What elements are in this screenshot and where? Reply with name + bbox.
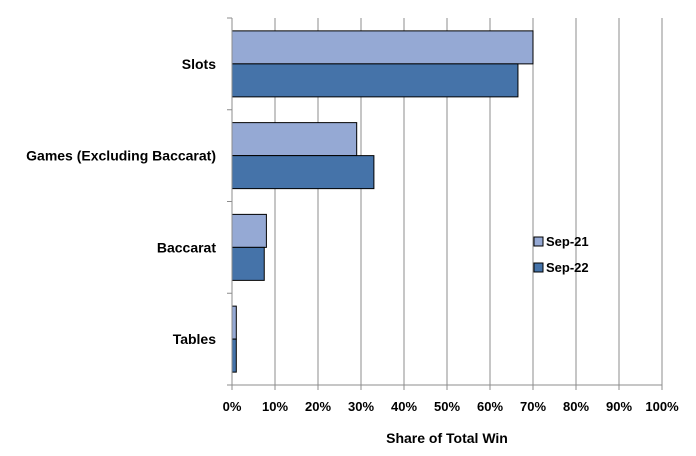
bar bbox=[231, 122, 358, 157]
x-tick-label: 40% bbox=[391, 399, 417, 414]
legend-swatch bbox=[533, 236, 544, 247]
legend-label: Sep-21 bbox=[546, 234, 589, 249]
category-label: Games (Excluding Baccarat) bbox=[26, 148, 216, 164]
category-label: Tables bbox=[173, 331, 217, 347]
axes bbox=[227, 17, 663, 390]
bar bbox=[231, 30, 534, 65]
legend-label: Sep-22 bbox=[546, 260, 589, 275]
x-axis-title: Share of Total Win bbox=[386, 430, 508, 446]
x-tick-label: 50% bbox=[434, 399, 460, 414]
x-tick-label: 60% bbox=[477, 399, 503, 414]
bars bbox=[231, 30, 534, 373]
bar bbox=[231, 213, 267, 248]
legend: Sep-21 Sep-22 bbox=[533, 234, 589, 275]
bar bbox=[231, 305, 237, 340]
category-label: Slots bbox=[182, 56, 216, 72]
bar bbox=[231, 155, 375, 190]
x-tick-label: 80% bbox=[563, 399, 589, 414]
x-tick-label: 10% bbox=[262, 399, 288, 414]
bar bbox=[231, 246, 265, 281]
x-tick-label: 20% bbox=[305, 399, 331, 414]
x-tick-label: 90% bbox=[606, 399, 632, 414]
category-labels: Slots Games (Excluding Baccarat) Baccarat T… bbox=[26, 56, 216, 347]
x-tick-labels: 0% 10% 20% 30% 40% 50% 60% 70% 80% 90% 100% bbox=[223, 399, 679, 414]
bar bbox=[231, 63, 519, 98]
x-tick-label: 0% bbox=[223, 399, 242, 414]
x-tick-label: 70% bbox=[520, 399, 546, 414]
x-tick-label: 30% bbox=[348, 399, 374, 414]
x-tick-label: 100% bbox=[645, 399, 679, 414]
category-label: Baccarat bbox=[157, 239, 216, 255]
legend-swatch bbox=[533, 262, 544, 273]
bar bbox=[231, 338, 237, 373]
